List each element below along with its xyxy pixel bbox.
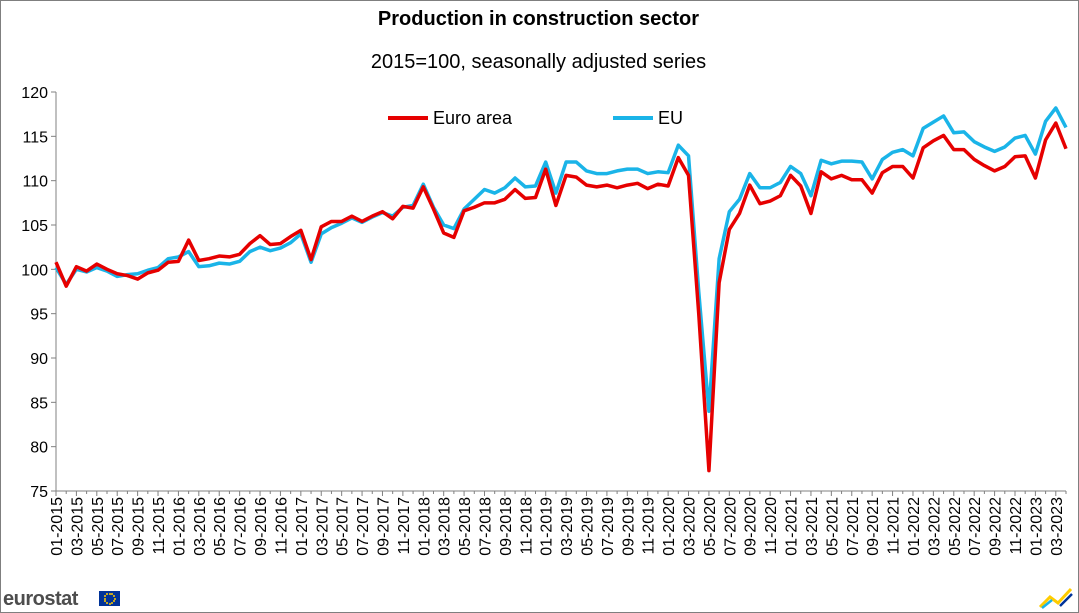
- legend-label: Euro area: [433, 108, 513, 128]
- x-tick-label: 09-2016: [253, 497, 270, 556]
- eu-flag-star: [106, 593, 108, 596]
- eu-flag-star: [112, 600, 115, 602]
- x-tick-label: 05-2020: [702, 497, 719, 556]
- y-tick-label: 110: [22, 174, 48, 191]
- eu-flag-star: [104, 600, 107, 602]
- x-tick-label: 05-2019: [580, 497, 597, 556]
- eu-flag-star: [111, 593, 113, 596]
- y-tick-label: 115: [22, 129, 48, 146]
- chart-subtitle: 2015=100, seasonally adjusted series: [370, 51, 707, 73]
- x-tick-label: 07-2015: [110, 497, 127, 556]
- chart-axes: [51, 91, 1067, 496]
- x-tick-label: 01-2017: [294, 497, 311, 556]
- x-tick-label: 05-2018: [457, 497, 474, 556]
- x-tick-label: 11-2017: [396, 497, 413, 555]
- x-tick-label: 09-2018: [498, 497, 515, 556]
- x-tick-label: 03-2019: [559, 497, 576, 556]
- x-tick-label: 03-2016: [192, 497, 209, 556]
- eurostat-brand-mark-icon: [1038, 587, 1073, 609]
- x-tick-label: 01-2016: [171, 497, 188, 556]
- x-tick-label: 11-2015: [151, 497, 168, 555]
- eu-flag-star: [104, 595, 107, 597]
- y-tick-label: 105: [21, 218, 48, 235]
- x-tick-label: 07-2018: [477, 497, 494, 556]
- x-tick-label: 11-2019: [641, 497, 658, 555]
- y-tick-label: 90: [30, 351, 48, 368]
- x-tick-label: 03-2022: [926, 497, 943, 556]
- x-tick-label: 03-2017: [314, 497, 331, 556]
- y-tick-label: 80: [30, 440, 48, 457]
- x-tick-label: 03-2015: [69, 497, 86, 556]
- x-tick-label: 05-2022: [947, 497, 964, 556]
- x-tick-label: 05-2016: [212, 497, 229, 556]
- eu-flag-star: [103, 597, 106, 600]
- chart-title: Production in construction sector: [377, 8, 700, 30]
- legend: Euro area EU: [388, 108, 683, 128]
- x-tick-label: 01-2018: [416, 497, 433, 556]
- eu-flag-star: [112, 595, 115, 597]
- x-tick-label: 01-2021: [784, 497, 801, 556]
- eu-flag-icon: [99, 591, 120, 606]
- x-tick-label: 07-2022: [967, 497, 984, 556]
- x-tick-label: 07-2016: [233, 497, 250, 556]
- x-tick-label: 09-2015: [131, 497, 148, 556]
- x-tick-label: 11-2016: [273, 497, 290, 555]
- y-tick-label: 85: [30, 395, 48, 412]
- x-tick-label: 07-2019: [600, 497, 617, 556]
- eu-flag-star: [108, 592, 111, 595]
- eu-flag-star: [113, 597, 116, 600]
- x-tick-label: 07-2017: [355, 497, 372, 556]
- x-tick-label: 05-2015: [90, 497, 107, 556]
- y-tick-label: 75: [30, 484, 48, 501]
- y-tick-label: 120: [21, 85, 48, 102]
- series-line-euro-area: [54, 121, 1068, 473]
- legend-label: EU: [658, 108, 683, 128]
- x-tick-label: 09-2020: [743, 497, 760, 556]
- x-tick-label: 03-2020: [682, 497, 699, 556]
- x-tick-label: 07-2020: [722, 497, 739, 556]
- x-tick-label: 03-2023: [1049, 497, 1066, 556]
- x-tick-label: 11-2018: [518, 497, 535, 555]
- x-tick-label: 01-2019: [539, 497, 556, 556]
- eu-flag-star: [106, 601, 108, 604]
- y-tick-label: 100: [21, 262, 48, 279]
- x-tick-label: 01-2020: [661, 497, 678, 556]
- x-tick-label: 05-2021: [824, 497, 841, 556]
- x-tick-label: 01-2023: [1028, 497, 1045, 556]
- x-tick-label: 09-2022: [988, 497, 1005, 556]
- y-axis-tick-labels: 75 80 85 90 95 100 105 110 115 120: [21, 85, 48, 501]
- x-tick-label: 09-2021: [865, 497, 882, 556]
- x-tick-label: 09-2019: [620, 497, 637, 556]
- series-lines: [54, 106, 1068, 473]
- x-tick-label: 07-2021: [845, 497, 862, 556]
- x-tick-label: 09-2017: [375, 497, 392, 556]
- x-axis-tick-labels: 01-2015 03-2015 05-2015 07-2015 09-2015 11-20…: [49, 497, 1066, 556]
- x-tick-label: 01-2015: [49, 497, 66, 556]
- x-tick-label: 05-2017: [335, 497, 352, 556]
- x-tick-label: 03-2021: [804, 497, 821, 556]
- y-tick-label: 95: [30, 307, 48, 324]
- x-tick-label: 11-2020: [763, 497, 780, 555]
- series-line-eu: [54, 106, 1068, 413]
- x-tick-label: 01-2022: [906, 497, 923, 556]
- x-tick-label: 11-2022: [1008, 497, 1025, 555]
- x-tick-label: 11-2021: [886, 497, 903, 555]
- x-tick-label: 03-2018: [437, 497, 454, 556]
- eu-flag-star: [108, 602, 111, 605]
- eu-flag-star: [111, 601, 113, 604]
- eurostat-logo: eurostat: [3, 588, 78, 610]
